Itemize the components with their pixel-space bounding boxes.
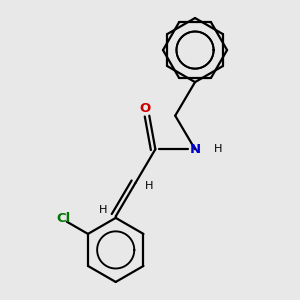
Text: Cl: Cl xyxy=(57,212,71,225)
Text: H: H xyxy=(99,205,107,215)
Text: H: H xyxy=(145,181,154,191)
Text: O: O xyxy=(139,101,150,115)
Text: H: H xyxy=(214,144,222,154)
Text: N: N xyxy=(190,143,201,156)
